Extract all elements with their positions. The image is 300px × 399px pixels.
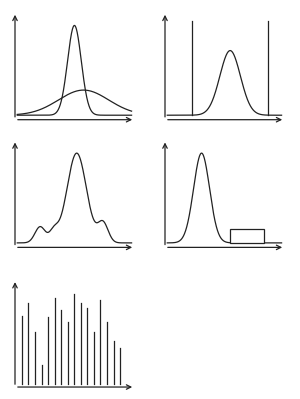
Bar	[230, 229, 264, 243]
